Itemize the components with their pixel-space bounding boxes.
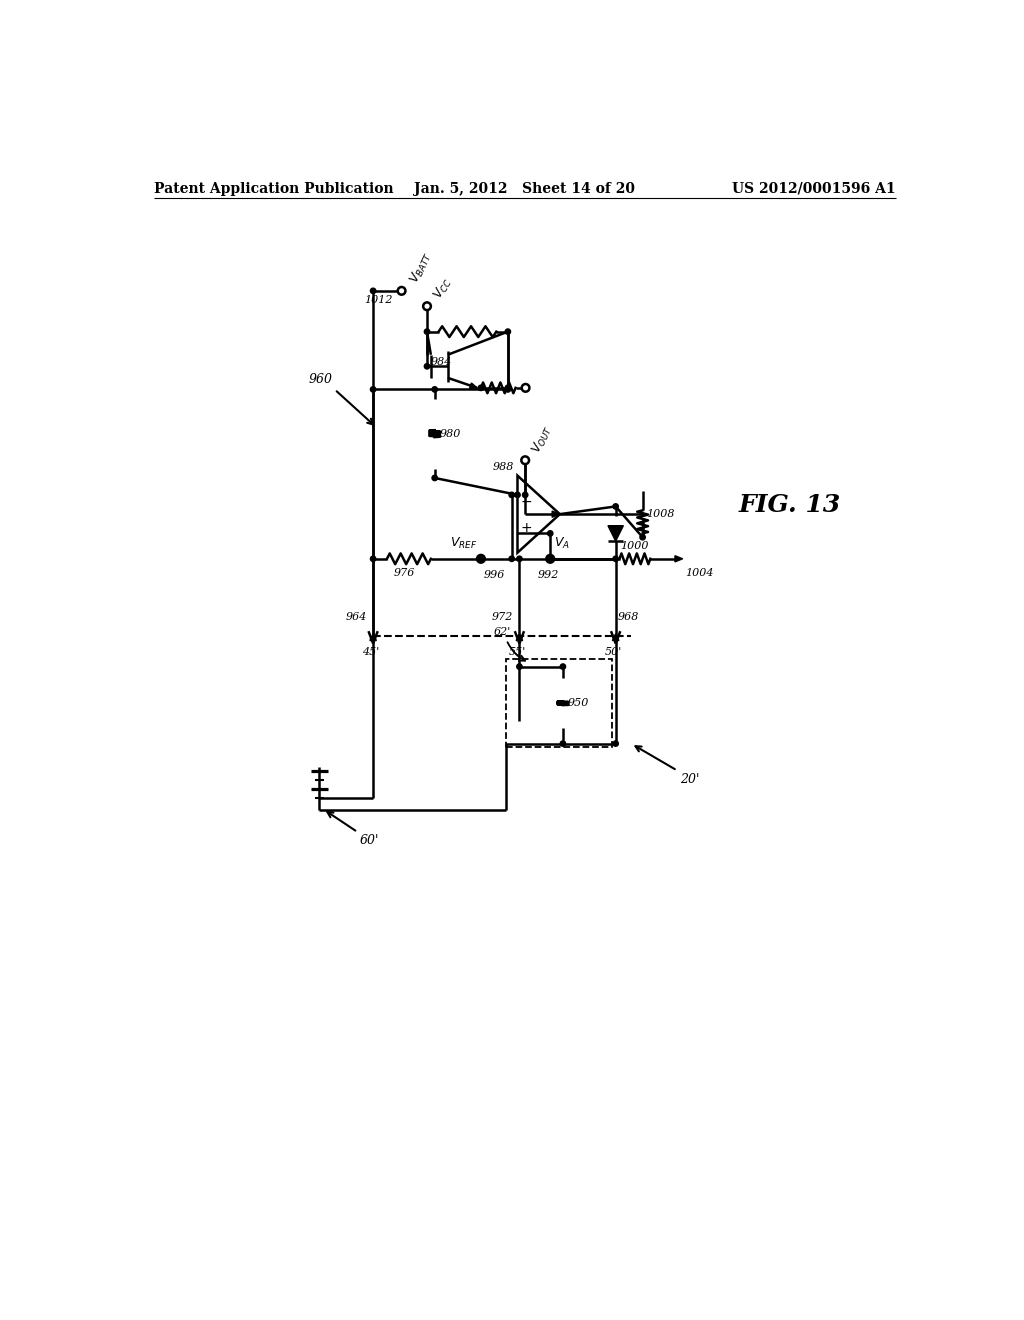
Circle shape <box>371 288 376 293</box>
Text: 20': 20' <box>680 774 699 785</box>
Circle shape <box>613 504 618 510</box>
Text: 50': 50' <box>605 647 622 657</box>
Text: Patent Application Publication: Patent Application Publication <box>154 182 393 195</box>
Polygon shape <box>552 511 560 517</box>
Circle shape <box>509 556 514 561</box>
Text: $-$: $-$ <box>520 494 532 508</box>
Circle shape <box>478 556 483 561</box>
Circle shape <box>432 387 437 392</box>
Circle shape <box>521 384 529 392</box>
Text: 976: 976 <box>393 568 415 578</box>
Circle shape <box>371 556 376 561</box>
Circle shape <box>517 664 522 669</box>
Circle shape <box>478 385 483 391</box>
Circle shape <box>423 302 431 310</box>
Text: 988: 988 <box>493 462 514 471</box>
Circle shape <box>548 556 553 561</box>
Circle shape <box>432 475 437 480</box>
Text: 964: 964 <box>345 612 367 622</box>
Text: 980: 980 <box>439 429 461 438</box>
Text: 60': 60' <box>360 834 380 847</box>
Text: 45': 45' <box>362 647 380 657</box>
Circle shape <box>397 286 406 294</box>
Circle shape <box>505 385 511 391</box>
Circle shape <box>560 741 565 746</box>
Text: 55': 55' <box>509 647 525 657</box>
Circle shape <box>371 387 376 392</box>
Text: 1012: 1012 <box>364 294 392 305</box>
Text: 968: 968 <box>617 612 639 622</box>
Circle shape <box>424 329 430 334</box>
Circle shape <box>515 492 520 498</box>
Text: 984: 984 <box>431 358 453 367</box>
Polygon shape <box>675 556 683 562</box>
Text: $V_A$: $V_A$ <box>554 536 570 552</box>
Bar <box>506 659 611 747</box>
Circle shape <box>547 554 554 562</box>
Text: $+$: $+$ <box>520 520 532 535</box>
Text: $V_{CC}$: $V_{CC}$ <box>431 275 456 302</box>
Circle shape <box>505 387 511 392</box>
Circle shape <box>640 535 645 540</box>
Text: $V_{BATT}$: $V_{BATT}$ <box>408 249 436 286</box>
Text: Jan. 5, 2012   Sheet 14 of 20: Jan. 5, 2012 Sheet 14 of 20 <box>415 182 635 195</box>
Text: $V_{REF}$: $V_{REF}$ <box>450 536 477 552</box>
Circle shape <box>560 664 565 669</box>
Circle shape <box>522 492 528 498</box>
Text: 960: 960 <box>309 374 333 387</box>
Polygon shape <box>470 383 477 388</box>
Text: 62': 62' <box>494 627 511 638</box>
Text: 1004: 1004 <box>685 568 714 578</box>
Circle shape <box>517 556 522 561</box>
Polygon shape <box>608 525 624 541</box>
Circle shape <box>548 556 553 561</box>
Circle shape <box>477 554 484 562</box>
Circle shape <box>521 457 529 465</box>
Text: 1008: 1008 <box>646 510 675 519</box>
Circle shape <box>548 531 553 536</box>
Text: $V_{OUT}$: $V_{OUT}$ <box>529 422 555 457</box>
Text: 996: 996 <box>483 570 505 579</box>
Text: 950: 950 <box>567 698 589 708</box>
Circle shape <box>613 741 618 746</box>
Circle shape <box>424 363 430 370</box>
Text: 972: 972 <box>492 612 513 622</box>
Text: FIG. 13: FIG. 13 <box>739 492 841 517</box>
Text: US 2012/0001596 A1: US 2012/0001596 A1 <box>732 182 896 195</box>
Circle shape <box>509 492 514 498</box>
Text: 1000: 1000 <box>621 541 649 552</box>
Circle shape <box>613 556 618 561</box>
Text: 992: 992 <box>538 570 558 579</box>
Circle shape <box>505 329 511 334</box>
